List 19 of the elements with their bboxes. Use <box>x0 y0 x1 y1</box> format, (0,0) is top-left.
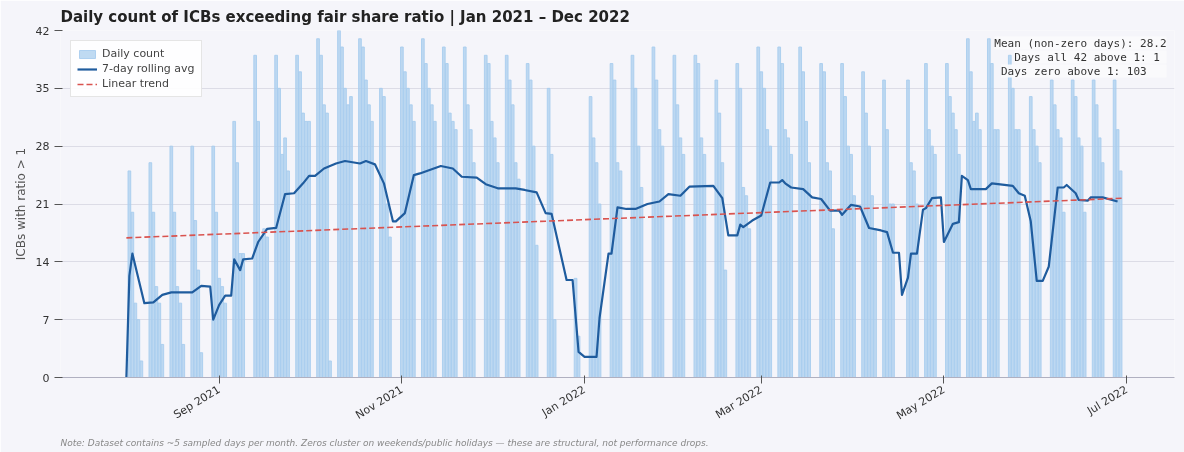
y-tick-label: 35 <box>35 82 50 96</box>
legend-label: Daily count <box>102 47 165 60</box>
y-tick-label: 28 <box>35 140 50 154</box>
legend-label: Linear trend <box>102 77 169 90</box>
y-tick-label: 0 <box>42 371 50 385</box>
annotation: Days all 42 above 1: 1 <box>1014 50 1160 64</box>
bar <box>241 253 246 378</box>
bar <box>349 96 353 378</box>
y-tick-label: 42 <box>35 24 50 38</box>
annotation: Mean (non-zero days): 28.2 <box>994 36 1167 50</box>
y-tick-label: 14 <box>35 255 50 269</box>
text: Note: Dataset contains ~5 sampled days per month. Zeros cluster on weekends/public holidays — these are structural, not performance drops. <box>60 437 709 448</box>
y-tick-label: 21 <box>35 198 50 211</box>
line-series <box>125 159 1119 378</box>
annotation: Days zero above 1: 103 <box>1000 64 1147 78</box>
y-axis-title: ICBs with ratio > 1 <box>13 147 28 261</box>
legend-label: 7-day rolling avg <box>102 62 195 75</box>
y-tick-label: 7 <box>42 313 50 327</box>
chart-title: Daily count of ICBs exceeding fair share ratio | Jan 2021 – Dec 2022 <box>60 7 630 27</box>
